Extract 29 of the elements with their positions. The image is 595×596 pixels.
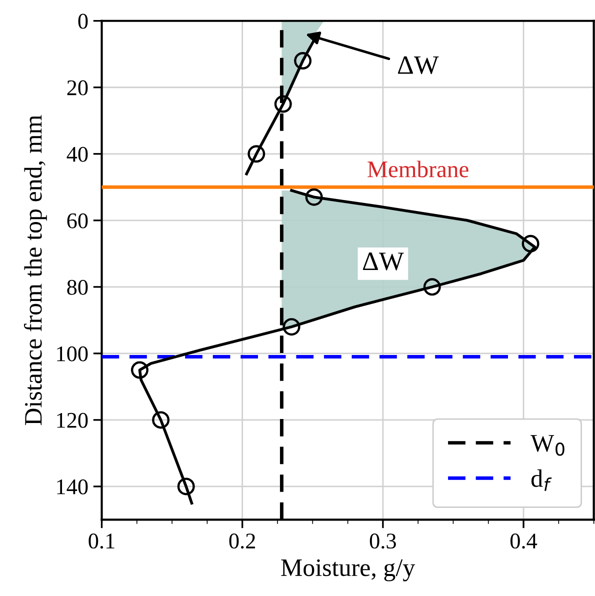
point xyxy=(177,478,195,496)
y-tick-label: 140 xyxy=(57,479,88,494)
x-tick-label: 0.1 xyxy=(88,534,114,549)
annotation: ΔW xyxy=(398,56,439,74)
annotation: ΔW xyxy=(362,252,404,270)
x-tick-label: 0.2 xyxy=(229,534,255,549)
point xyxy=(522,234,540,252)
point xyxy=(294,52,312,70)
x-axis-title: Moisture, g/y xyxy=(281,559,416,582)
y-tick-label: 120 xyxy=(57,412,88,428)
y-tick-label: 60 xyxy=(67,213,88,228)
point xyxy=(130,361,148,379)
legend-label: d$_{f}$ xyxy=(531,469,552,491)
y-tick-label: 100 xyxy=(57,346,88,362)
ref-line-label: W$_{0}$ xyxy=(530,435,564,456)
x-tick-label: 0.4 xyxy=(510,534,538,549)
point xyxy=(274,95,292,113)
y-axis-title: Distance from the top end, mm xyxy=(24,115,47,426)
point xyxy=(305,188,323,206)
y-tick-label: 40 xyxy=(66,146,88,162)
point xyxy=(152,411,170,429)
y-tick-label: 20 xyxy=(67,80,88,96)
point xyxy=(423,278,441,296)
y-tick-label: 80 xyxy=(67,280,88,295)
point xyxy=(282,318,300,336)
ref-line-label: Membrane xyxy=(368,160,468,178)
x-tick-label: 0.3 xyxy=(370,534,396,549)
y-tick-label: 0 xyxy=(78,14,88,29)
point xyxy=(248,145,266,163)
